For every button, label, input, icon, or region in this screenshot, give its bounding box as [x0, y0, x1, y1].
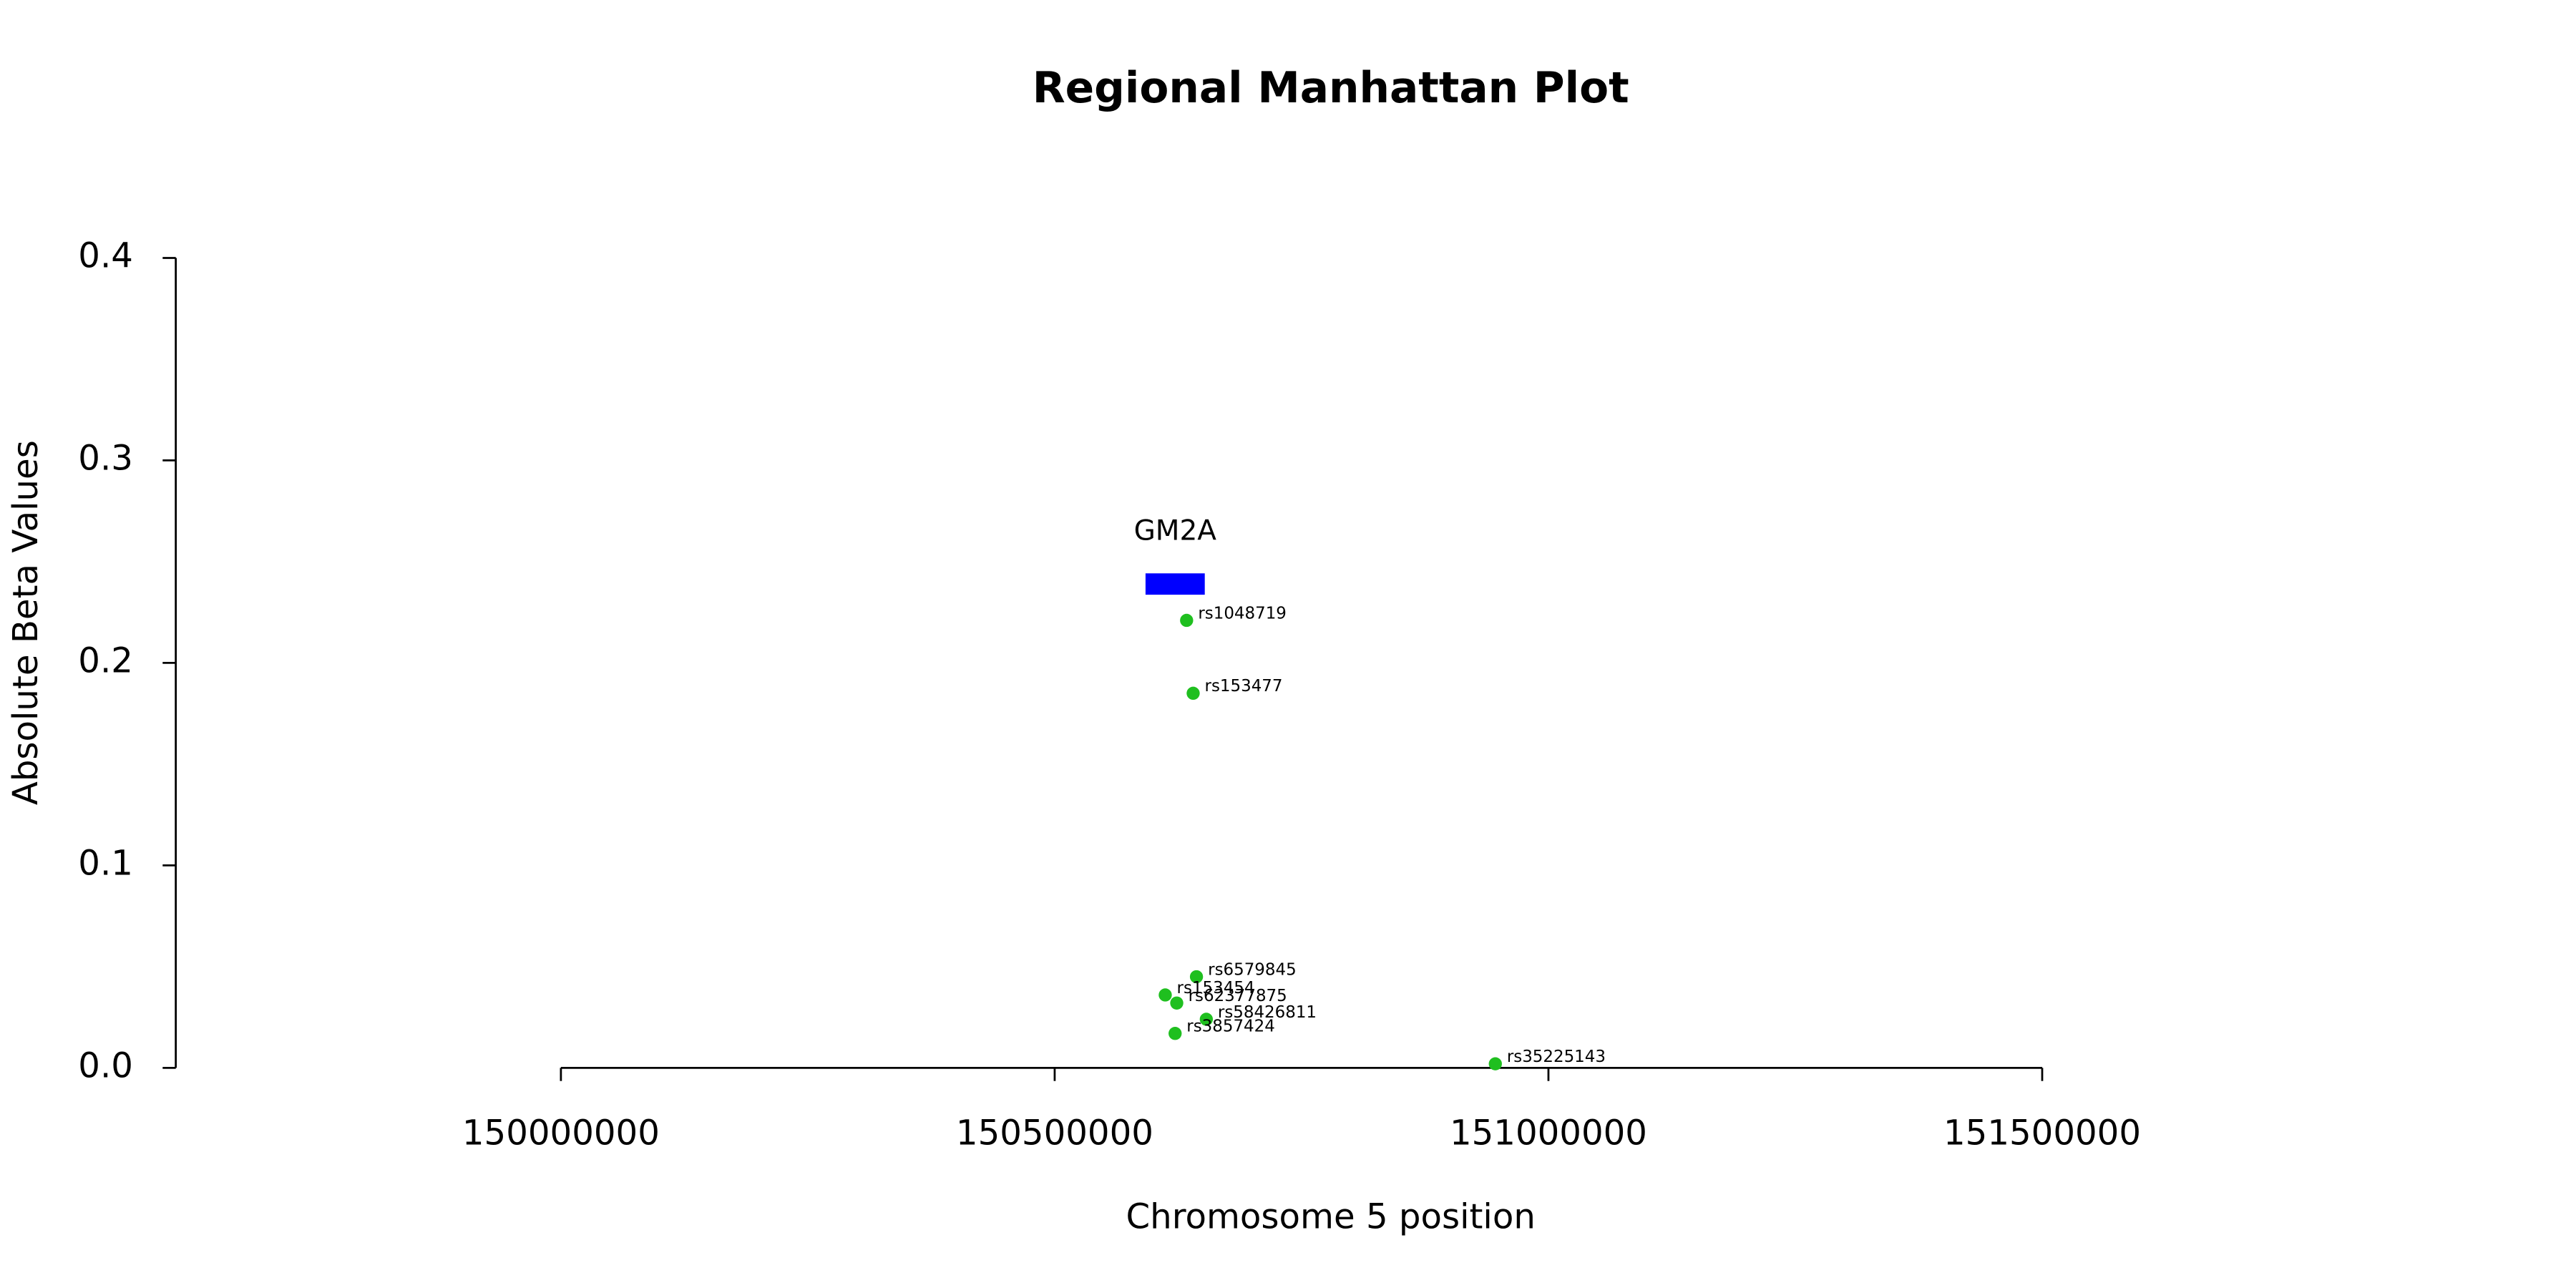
y-tick-label: 0.2: [78, 640, 133, 680]
point-label: rs62377875: [1189, 987, 1287, 1005]
point: [1199, 1013, 1214, 1026]
point: [1186, 686, 1200, 701]
point: [1488, 1057, 1502, 1070]
point-label: rs6579845: [1208, 960, 1297, 979]
y-tick-label: 0.4: [78, 235, 133, 275]
point: [1189, 970, 1204, 984]
gene-label: GM2A: [1134, 514, 1217, 547]
point-label: rs153477: [1205, 677, 1283, 696]
x-tick-label: 150000000: [462, 1113, 660, 1153]
point: [1170, 996, 1184, 1010]
chart-title: Regional Manhattan Plot: [1033, 64, 1629, 113]
point-label: rs3857424: [1186, 1018, 1275, 1036]
point-label: rs1048719: [1198, 604, 1287, 623]
y-axis-label: Absolute Beta Values: [6, 440, 46, 805]
point: [1169, 1027, 1182, 1040]
y-tick-label: 0.1: [78, 843, 133, 883]
x-tick-label: 151000000: [1450, 1113, 1647, 1153]
point: [1180, 613, 1194, 628]
x-tick-label: 151500000: [1943, 1113, 2141, 1153]
point-label: rs35225143: [1507, 1048, 1606, 1066]
gene: [1145, 573, 1205, 595]
point-label: rs58426811: [1218, 1003, 1317, 1022]
point: [1158, 988, 1172, 1002]
x-axis-label: Chromosome 5 position: [1126, 1197, 1536, 1237]
y-tick-label: 0.3: [78, 438, 133, 478]
y-tick-label: 0.0: [78, 1045, 133, 1085]
point-label: rs153454: [1177, 979, 1255, 997]
x-tick-label: 150500000: [956, 1113, 1153, 1153]
